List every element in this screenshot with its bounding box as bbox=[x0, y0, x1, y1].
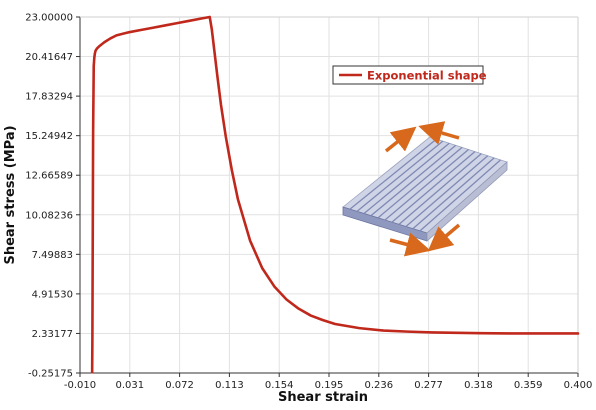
x-tick-label: 0.113 bbox=[215, 380, 244, 391]
y-tick-label: 2.33177 bbox=[32, 329, 73, 340]
y-tick-label: 15.24942 bbox=[25, 131, 73, 142]
laminate-fiber bbox=[384, 149, 469, 221]
y-tick-label: 10.08236 bbox=[25, 210, 73, 221]
x-tick-label: 0.359 bbox=[514, 380, 543, 391]
x-tick-label: -0.010 bbox=[64, 380, 96, 391]
x-tick-label: 0.031 bbox=[115, 380, 144, 391]
x-tick-label: 0.154 bbox=[265, 380, 294, 391]
laminate-fiber bbox=[377, 146, 463, 219]
series-line-exponential-shape bbox=[90, 15, 580, 374]
y-tick-labels: -0.25175 2.33177 4.91530 7.49883 10.08236 12.… bbox=[25, 13, 73, 380]
shear-arrow-bottom-left bbox=[389, 232, 431, 257]
y-tick-label: 7.49883 bbox=[32, 250, 73, 261]
x-tick-label: 0.236 bbox=[364, 380, 393, 391]
x-tick-label: 0.400 bbox=[564, 380, 593, 391]
legend-box bbox=[332, 65, 484, 85]
laminate-fiber bbox=[405, 155, 489, 227]
x-tick-label: 0.318 bbox=[464, 380, 493, 391]
axes bbox=[76, 16, 579, 377]
legend: Exponential shape bbox=[332, 65, 487, 85]
x-tick-label: 0.072 bbox=[165, 380, 194, 391]
laminate-fiber bbox=[363, 142, 450, 215]
laminate-fiber bbox=[370, 144, 457, 217]
laminate-fiber bbox=[356, 140, 444, 212]
y-tick-label: 23.00000 bbox=[25, 13, 73, 24]
laminate-fiber bbox=[419, 159, 502, 232]
y-tick-label: 17.83294 bbox=[25, 92, 73, 103]
x-tick-label: 0.195 bbox=[315, 380, 344, 391]
laminate-fiber bbox=[391, 151, 476, 223]
shear-arrow-top-right bbox=[418, 121, 460, 145]
laminate-fiber bbox=[349, 138, 437, 210]
laminate-shear-illustration bbox=[342, 121, 508, 257]
x-tick-label: 0.277 bbox=[414, 380, 443, 391]
y-tick-label: 4.91530 bbox=[32, 289, 73, 300]
laminate-fiber bbox=[412, 157, 495, 230]
x-tick-labels: -0.010 0.031 0.072 0.113 0.154 0.195 0.236 0.27… bbox=[64, 380, 592, 391]
shear-arrow-top-left bbox=[384, 126, 417, 153]
laminate-fibers bbox=[349, 138, 502, 232]
laminate-fiber bbox=[398, 153, 482, 225]
shear-arrow-bottom-right bbox=[427, 223, 461, 252]
y-tick-label: -0.25175 bbox=[28, 369, 73, 380]
y-tick-label: 20.41647 bbox=[25, 52, 73, 63]
x-axis-title: Shear strain bbox=[278, 390, 368, 405]
legend-entry-exponential-shape: Exponential shape bbox=[367, 69, 487, 83]
y-axis-title: Shear stress (MPa) bbox=[3, 125, 18, 264]
y-tick-label: 12.66589 bbox=[25, 171, 73, 182]
